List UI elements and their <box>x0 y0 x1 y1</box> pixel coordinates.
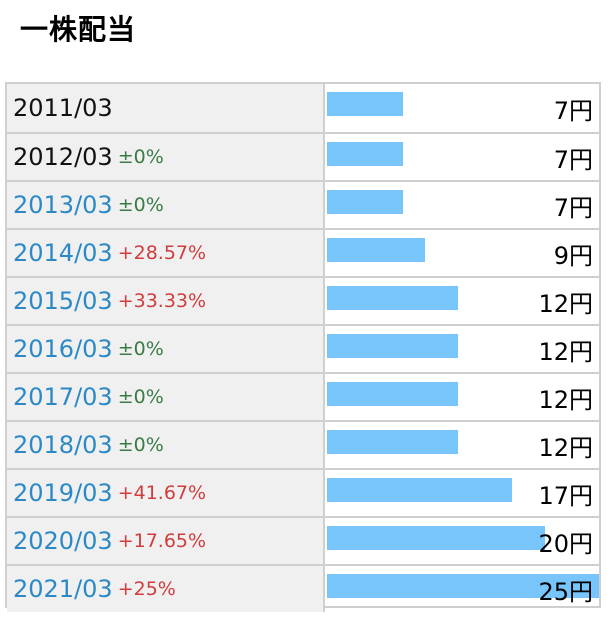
page-title: 一株配当 <box>20 13 137 46</box>
table-row: 2014/03 +28.57% 9円 <box>7 228 599 276</box>
table-row: 2019/03 +41.67% 17円 <box>7 468 599 516</box>
table-row: 2021/03 +25% 25円 <box>7 564 599 612</box>
bar-cell: 12円 <box>325 326 599 372</box>
dividend-bar <box>327 92 403 116</box>
dividend-value: 12円 <box>538 385 593 414</box>
dividend-value: 12円 <box>538 433 593 462</box>
year-cell: 2020/03 +17.65% <box>7 518 325 564</box>
year-cell: 2014/03 +28.57% <box>7 230 325 276</box>
year-link[interactable]: 2014/03 <box>13 239 113 267</box>
bar-cell: 7円 <box>325 134 599 180</box>
year-cell: 2019/03 +41.67% <box>7 470 325 516</box>
change-percent: ±0% <box>117 434 164 456</box>
dividend-bar <box>327 574 599 598</box>
dividend-value: 17円 <box>538 481 593 510</box>
change-percent: +17.65% <box>117 530 207 552</box>
dividend-value: 7円 <box>553 96 593 125</box>
table-row: 2015/03 +33.33% 12円 <box>7 276 599 324</box>
dividend-bar <box>327 526 545 550</box>
bar-cell: 12円 <box>325 422 599 468</box>
change-percent: +33.33% <box>117 290 207 312</box>
change-percent: +25% <box>117 578 176 600</box>
year-cell: 2018/03 ±0% <box>7 422 325 468</box>
table-row: 2018/03 ±0% 12円 <box>7 420 599 468</box>
table-row: 2016/03 ±0% 12円 <box>7 324 599 372</box>
change-percent: +28.57% <box>117 242 207 264</box>
year-link[interactable]: 2020/03 <box>13 527 113 555</box>
year-cell: 2016/03 ±0% <box>7 326 325 372</box>
dividend-bar <box>327 430 458 454</box>
bar-cell: 17円 <box>325 470 599 516</box>
dividend-value: 7円 <box>553 145 593 174</box>
year-cell: 2011/03 <box>7 84 325 132</box>
year-cell: 2015/03 +33.33% <box>7 278 325 324</box>
year-label: 2011/03 <box>13 94 113 122</box>
year-link[interactable]: 2015/03 <box>13 287 113 315</box>
dividend-table: 2011/03 7円 2012/03 ±0% 7円 2013/03 ±0% 7円 2014/03… <box>5 82 601 612</box>
change-percent: ±0% <box>117 338 164 360</box>
change-percent: ±0% <box>117 386 164 408</box>
year-label: 2012/03 <box>13 143 113 171</box>
dividend-value: 25円 <box>538 577 593 606</box>
dividend-value: 20円 <box>538 529 593 558</box>
year-cell: 2017/03 ±0% <box>7 374 325 420</box>
change-percent: +41.67% <box>117 482 207 504</box>
bar-cell: 7円 <box>325 182 599 228</box>
table-row: 2011/03 7円 <box>7 84 599 132</box>
bar-cell: 25円 <box>325 566 599 612</box>
year-link[interactable]: 2021/03 <box>13 575 113 603</box>
change-percent: ±0% <box>117 194 164 216</box>
year-cell: 2012/03 ±0% <box>7 134 325 180</box>
change-percent: ±0% <box>117 146 164 168</box>
bar-cell: 12円 <box>325 374 599 420</box>
year-link[interactable]: 2019/03 <box>13 479 113 507</box>
table-row: 2017/03 ±0% 12円 <box>7 372 599 420</box>
year-link[interactable]: 2018/03 <box>13 431 113 459</box>
dividend-bar <box>327 238 425 262</box>
year-link[interactable]: 2013/03 <box>13 191 113 219</box>
dividend-bar <box>327 190 403 214</box>
dividend-value: 9円 <box>553 241 593 270</box>
dividend-value: 12円 <box>538 337 593 366</box>
year-cell: 2013/03 ±0% <box>7 182 325 228</box>
dividend-bar <box>327 382 458 406</box>
dividend-bar <box>327 286 458 310</box>
bar-cell: 20円 <box>325 518 599 564</box>
bar-cell: 12円 <box>325 278 599 324</box>
year-link[interactable]: 2017/03 <box>13 383 113 411</box>
dividend-value: 7円 <box>553 193 593 222</box>
table-row: 2013/03 ±0% 7円 <box>7 180 599 228</box>
year-link[interactable]: 2016/03 <box>13 335 113 363</box>
bar-cell: 9円 <box>325 230 599 276</box>
year-cell: 2021/03 +25% <box>7 566 325 612</box>
dividend-bar <box>327 334 458 358</box>
dividend-value: 12円 <box>538 289 593 318</box>
bar-cell: 7円 <box>325 84 599 132</box>
table-row: 2020/03 +17.65% 20円 <box>7 516 599 564</box>
dividend-bar <box>327 142 403 166</box>
table-row: 2012/03 ±0% 7円 <box>7 132 599 180</box>
dividend-bar <box>327 478 512 502</box>
